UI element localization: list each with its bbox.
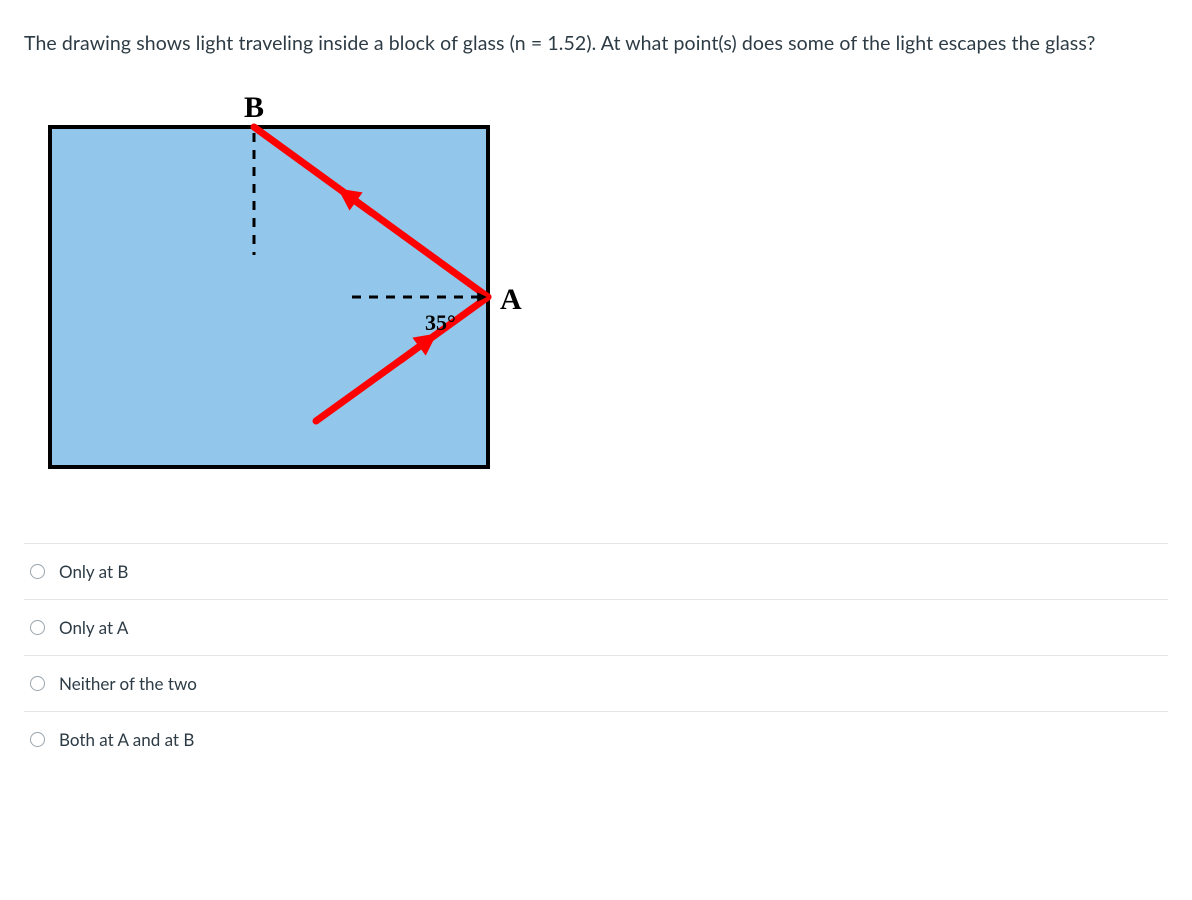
radio-button[interactable] (30, 564, 45, 579)
diagram-svg: 35° B A (42, 85, 562, 515)
option-label: Only at A (59, 617, 128, 638)
svg-text:B: B (244, 91, 264, 124)
radio-button[interactable] (30, 676, 45, 691)
option-row[interactable]: Neither of the two (24, 656, 1168, 712)
question-text: The drawing shows light traveling inside… (24, 28, 1168, 59)
diagram: 35° B A (42, 85, 562, 515)
svg-text:A: A (500, 283, 522, 316)
option-label: Both at A and at B (59, 729, 194, 750)
option-row[interactable]: Only at A (24, 600, 1168, 656)
option-label: Only at B (59, 561, 128, 582)
radio-button[interactable] (30, 732, 45, 747)
options-list: Only at B Only at A Neither of the two B… (24, 543, 1168, 767)
svg-text:35°: 35° (425, 310, 456, 335)
option-row[interactable]: Both at A and at B (24, 712, 1168, 767)
option-row[interactable]: Only at B (24, 544, 1168, 600)
option-label: Neither of the two (59, 673, 197, 694)
radio-button[interactable] (30, 620, 45, 635)
